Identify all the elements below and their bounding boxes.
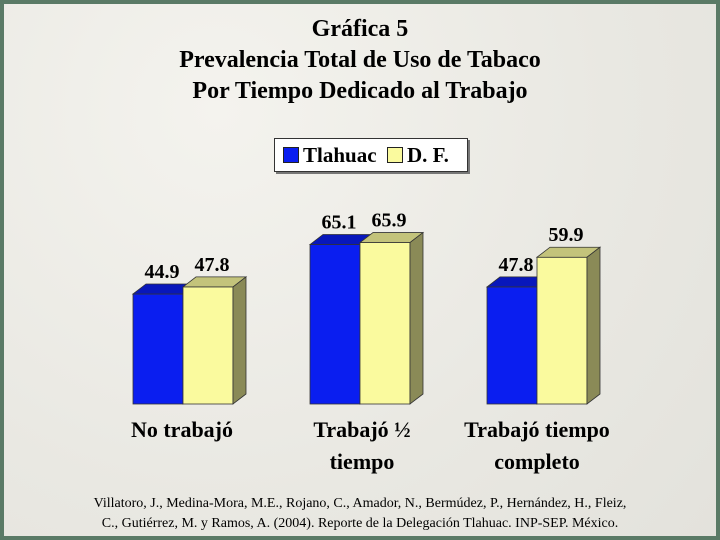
data-label: 47.8 (499, 254, 534, 276)
legend-swatch-df (387, 147, 403, 163)
bar-front (486, 286, 538, 405)
bar-front (132, 293, 184, 405)
data-label: 47.8 (195, 254, 230, 276)
category-label-medio-tiempo: Trabajó ½ tiempo (277, 414, 447, 478)
category-label-line: No trabajó (130, 417, 234, 442)
data-label: 65.9 (372, 210, 407, 232)
title-line-3: Por Tiempo Dedicado al Trabajo (192, 78, 528, 104)
legend-item-df: D. F. (387, 143, 449, 167)
category-label-line: completo (494, 449, 580, 474)
data-label: 65.1 (322, 212, 357, 234)
source-line-1: Villatoro, J., Medina-Mora, M.E., Rojano… (93, 496, 627, 511)
category-label-line: Trabajó tiempo (464, 417, 610, 442)
source-citation: Villatoro, J., Medina-Mora, M.E., Rojano… (20, 494, 700, 534)
category-label-line: tiempo (329, 449, 395, 474)
data-label: 59.9 (549, 224, 584, 246)
category-label-line: Trabajó ½ (313, 417, 411, 442)
bar-side (409, 231, 424, 405)
legend-swatch-tlahuac (283, 147, 299, 163)
bar-front (309, 244, 361, 405)
bar-front (359, 242, 411, 405)
chart-legend: Tlahuac D. F. (274, 138, 468, 172)
data-label: 44.9 (145, 261, 180, 283)
legend-label-df: D. F. (407, 143, 449, 167)
title-line-1: Gráfica 5 (311, 16, 409, 42)
legend-item-tlahuac: Tlahuac (283, 143, 377, 167)
source-line-2: C., Gutiérrez, M. y Ramos, A. (2004). Re… (101, 516, 619, 531)
category-label-tiempo-completo: Trabajó tiempo completo (452, 414, 622, 478)
category-label-no-trabajo: No trabajó (97, 414, 267, 446)
title-line-2: Prevalencia Total de Uso de Tabaco (179, 47, 541, 73)
chart-title: Gráfica 5 Prevalencia Total de Uso de Ta… (0, 14, 720, 107)
bar-side (232, 276, 247, 405)
bar-side (586, 246, 601, 405)
legend-label-tlahuac: Tlahuac (303, 143, 377, 167)
bar-front (536, 256, 588, 405)
bar-front (182, 286, 234, 405)
